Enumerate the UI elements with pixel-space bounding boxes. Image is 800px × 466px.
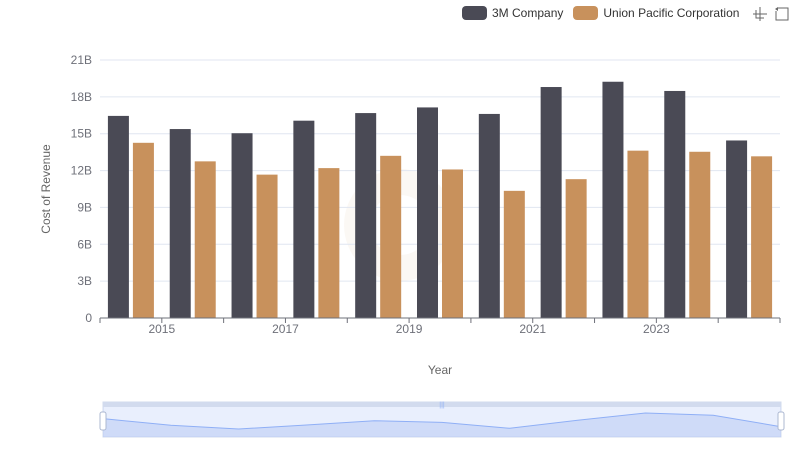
bar-3m-company[interactable]	[417, 107, 438, 319]
zoom-grip-icon: |||	[439, 402, 445, 409]
zoom-selection[interactable]	[103, 402, 781, 437]
y-tick-label: 6B	[77, 237, 92, 251]
bar-union-pacific[interactable]	[565, 179, 587, 318]
bar-union-pacific[interactable]	[132, 142, 154, 318]
bar-3m-company[interactable]	[602, 81, 624, 318]
zoom-icon[interactable]	[752, 6, 768, 22]
bar-3m-company[interactable]	[355, 113, 377, 319]
bar-3m-company[interactable]	[107, 115, 129, 319]
x-tick-label: 2023	[643, 322, 670, 336]
bar-union-pacific[interactable]	[318, 168, 340, 318]
bar-union-pacific[interactable]	[627, 150, 649, 318]
legend-label-3m-company: 3M Company	[492, 6, 564, 20]
x-tick-label: 2019	[396, 322, 423, 336]
zoom-reset-icon[interactable]	[774, 6, 790, 22]
bar-3m-company[interactable]	[231, 133, 253, 318]
bar-union-pacific[interactable]	[256, 174, 278, 318]
zoom-line	[102, 412, 782, 430]
zoom-area	[103, 413, 781, 437]
bars	[107, 81, 773, 319]
x-tick-label: 2015	[148, 322, 175, 336]
x-tick-label: 2021	[519, 322, 546, 336]
bar-union-pacific[interactable]	[751, 156, 773, 318]
legend-label-union-pacific: Union Pacific Corporation	[603, 6, 740, 20]
legend-swatch-union-pacific	[573, 6, 599, 20]
y-tick-label: 12B	[71, 164, 92, 178]
zoom-move-handle[interactable]	[103, 402, 781, 407]
toolbox	[746, 6, 790, 22]
bar-union-pacific[interactable]	[689, 151, 711, 318]
y-axis-title: Cost of Revenue	[39, 144, 53, 234]
legend-item-3m-company[interactable]: 3M Company	[462, 6, 563, 20]
y-tick-label: 21B	[71, 53, 92, 67]
data-zoom-slider[interactable]: |||	[99, 401, 785, 438]
bar-3m-company[interactable]	[478, 113, 500, 318]
y-tick-label: 0	[85, 311, 92, 325]
y-tick-label: 3B	[77, 274, 92, 288]
bar-3m-company[interactable]	[169, 129, 191, 318]
bar-union-pacific[interactable]	[380, 155, 402, 318]
legend-item-union-pacific[interactable]: Union Pacific Corporation	[573, 6, 739, 20]
legend-swatch-3m-company	[462, 6, 487, 20]
x-tick-label: 2017	[272, 322, 299, 336]
bar-union-pacific[interactable]	[503, 190, 525, 318]
zoom-handle-left[interactable]	[99, 411, 107, 431]
zoom-handle-right[interactable]	[777, 411, 785, 431]
y-tick-label: 15B	[71, 127, 92, 141]
bar-3m-company[interactable]	[540, 87, 562, 319]
bar-3m-company[interactable]	[726, 140, 748, 318]
bar-3m-company[interactable]	[293, 120, 315, 318]
y-tick-label: 18B	[71, 90, 92, 104]
axes: 0 3B 6B 9B 12B 15B 18B 21B 2015 2017 2019 2021 2023	[71, 53, 781, 336]
bar-union-pacific[interactable]	[194, 161, 216, 318]
bar-union-pacific[interactable]	[442, 169, 463, 318]
y-tick-label: 9B	[77, 200, 92, 214]
x-axis-title: Year	[428, 363, 452, 377]
legend: 3M Company Union Pacific Corporation	[462, 4, 749, 22]
bar-3m-company[interactable]	[664, 90, 686, 319]
